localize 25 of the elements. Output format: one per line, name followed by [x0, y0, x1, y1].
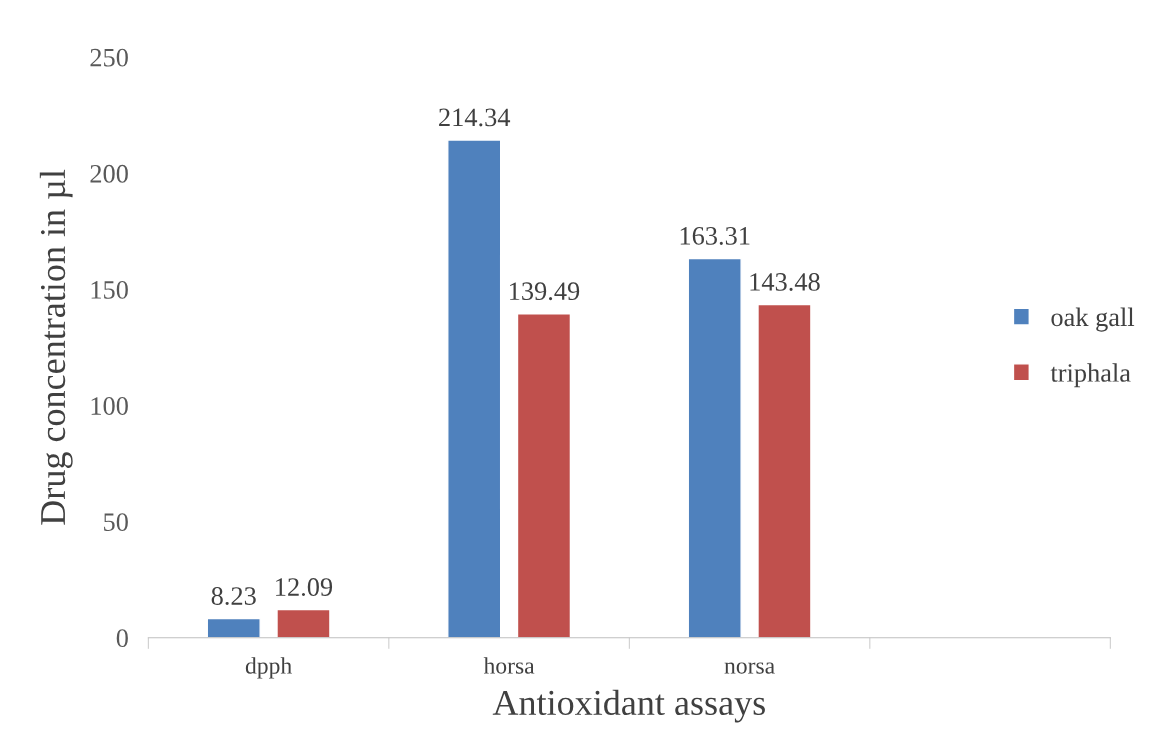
- legend-label: triphala: [1050, 363, 1131, 388]
- y-tick-label: 0: [116, 629, 128, 648]
- bar: [516, 313, 572, 638]
- data-label: 143.48: [750, 273, 820, 291]
- y-tick-label: 100: [91, 397, 128, 415]
- x-axis-title: Antioxidant assays: [492, 689, 765, 723]
- y-tick-label: 50: [104, 513, 128, 531]
- x-tick-label: norsa: [724, 662, 775, 674]
- bar: [276, 608, 331, 638]
- bar: [206, 617, 261, 638]
- legend-label: oak gall: [1051, 307, 1135, 332]
- data-label: 12.09: [276, 578, 333, 597]
- y-tick-label: 150: [91, 280, 128, 299]
- y-tick-label: 250: [90, 48, 128, 67]
- bar: [687, 257, 742, 638]
- x-tick-label: horsa: [483, 657, 535, 674]
- data-label: 8.23: [211, 587, 256, 606]
- x-tick-label: dpph: [245, 657, 292, 679]
- data-label: 139.49: [510, 282, 580, 301]
- bar: [757, 303, 812, 638]
- y-tick-label: 200: [90, 164, 128, 183]
- bar: [447, 139, 502, 638]
- data-label: 214.34: [439, 108, 511, 127]
- data-label: 163.31: [680, 227, 750, 245]
- y-axis-title: Drug concentration in µl: [39, 169, 73, 525]
